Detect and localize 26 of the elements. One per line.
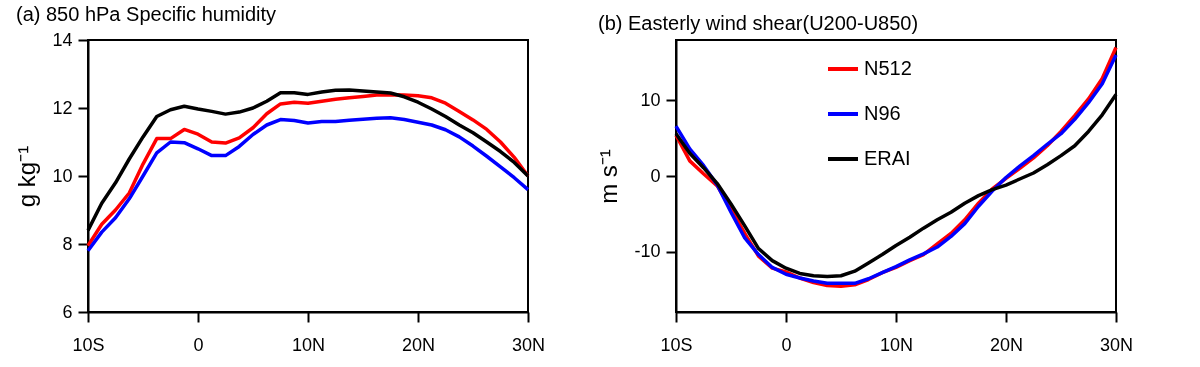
legend-label: N96	[864, 102, 901, 124]
x-tick-label: 10N	[291, 334, 326, 355]
y-tick-label: 14	[52, 29, 73, 50]
x-tick-label: 20N	[401, 334, 436, 355]
x-tick-label: 0	[193, 334, 204, 355]
x-tick-label: 30N	[1099, 334, 1134, 355]
y-tick-label: 10	[52, 165, 73, 186]
y-tick-label: 12	[52, 97, 73, 118]
legend-label: ERAI	[864, 147, 911, 169]
chart-title: (b) Easterly wind shear(U200-U850)	[597, 12, 919, 34]
x-tick-label: 10S	[660, 334, 693, 355]
x-tick-label: 20N	[989, 334, 1024, 355]
x-tick-label: 10S	[72, 334, 105, 355]
y-tick-label: -10	[634, 241, 661, 262]
y-tick-label: 10	[640, 89, 661, 110]
y-axis-title: m s⁻¹	[595, 149, 623, 204]
x-tick-label: 30N	[511, 334, 546, 355]
x-tick-label: 0	[781, 334, 792, 355]
chart-title: (a) 850 hPa Specific humidity	[15, 3, 277, 25]
x-tick-label: 10N	[879, 334, 914, 355]
y-tick-label: 0	[650, 165, 661, 186]
y-tick-label: 6	[62, 301, 73, 322]
line-series	[86, 116, 530, 253]
y-axis-title: g kg⁻¹	[13, 145, 41, 208]
legend-label: N512	[864, 57, 912, 79]
y-tick-label: 8	[62, 233, 73, 254]
